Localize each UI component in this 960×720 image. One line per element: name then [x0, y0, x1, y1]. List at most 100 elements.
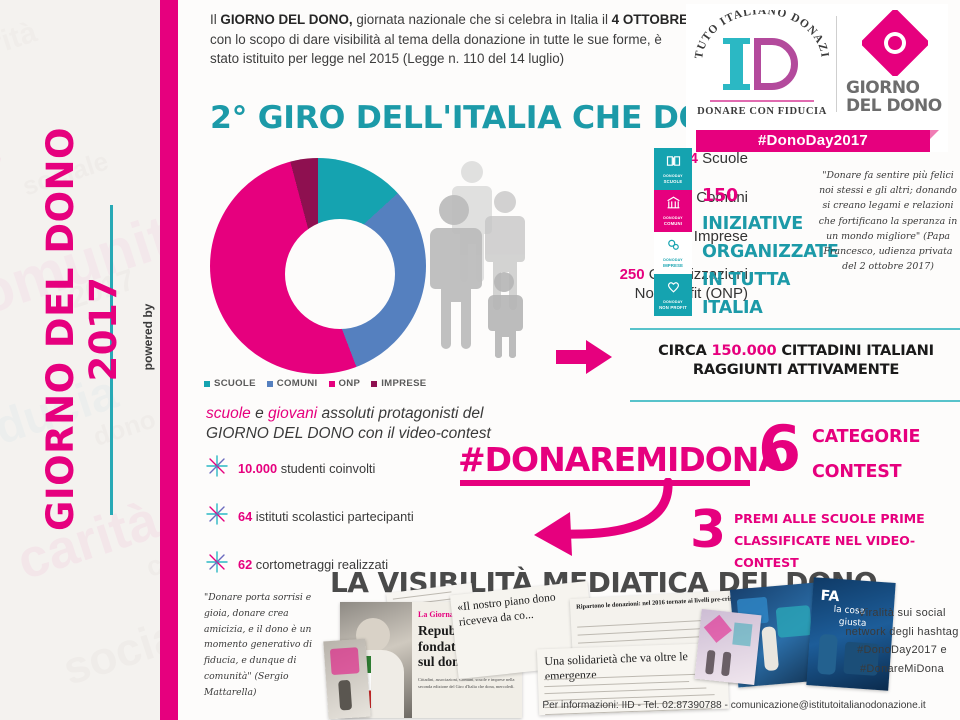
sg-e: e — [251, 405, 268, 422]
badge-label: COMUNI — [664, 221, 682, 226]
viral-text: Viralità sui social network degli hashta… — [842, 604, 960, 679]
pope-quote: "Donare fa sentire più felici noi stessi… — [818, 168, 958, 275]
circa-pre: CIRCA — [658, 342, 711, 359]
bullet-text: 64 istituti scolastici partecipanti — [238, 509, 414, 524]
badge-scuole: DONODAY SCUOLE — [654, 148, 692, 190]
left-sidebar: donocaritàcivilesocialecomunità2017fiduc… — [0, 0, 160, 720]
chart-legend: SCUOLE COMUNI ONP IMPRESE — [204, 378, 444, 389]
legend-item-imprese: IMPRESE — [371, 378, 426, 389]
legend-swatch — [204, 381, 210, 387]
legend-swatch — [371, 381, 377, 387]
bullet-label: istituti scolastici partecipanti — [252, 509, 413, 524]
legend-label: IMPRESE — [381, 378, 426, 389]
intro-text-a: Il — [210, 12, 220, 27]
iniziative-word: INIZIATIVE — [702, 214, 803, 234]
giorno-del-dono-logo: GIORNO DEL DONO — [846, 10, 946, 126]
newsprint-line — [544, 681, 689, 687]
circa-line-2: RAGGIUNTI ATTIVAMENTE — [632, 361, 960, 380]
badge-label: NON PROFIT — [659, 305, 687, 310]
badge-column: DONODAY SCUOLE DONODAY COMUNI DONODAY IMPRESE… — [654, 148, 692, 316]
badge-comuni: DONODAY COMUNI — [654, 190, 692, 232]
intro-paragraph: Il GIORNO DEL DONO, giornata nazionale c… — [210, 10, 690, 69]
iid-tagline: DONARE CON FIDUCIA — [692, 106, 832, 117]
iid-letter-d — [754, 38, 798, 90]
donut-ring — [210, 158, 426, 374]
sg-scuole: scuole — [206, 405, 251, 422]
logo-separator — [836, 16, 837, 112]
bullet-item: 64 istituti scolastici partecipanti — [206, 503, 536, 530]
circa-post: CITTADINI ITALIANI — [777, 342, 934, 359]
hashtag-banner: #DonoDay2017 — [696, 130, 930, 152]
iid-id-monogram — [728, 38, 798, 90]
newsprint-line — [577, 619, 718, 627]
intro-text-c: giornata nazionale che si celebra in Ita… — [353, 12, 612, 27]
gears-icon — [666, 238, 681, 256]
photo-event-small — [323, 639, 370, 720]
logo-block: ISTITUTO ITALIANO DONAZIONE DONARE CON F… — [686, 4, 948, 152]
photo-stage — [695, 609, 762, 685]
legend-label: COMUNI — [277, 378, 318, 389]
gdd-line-2: DEL DONO — [846, 98, 946, 116]
bullet-label: studenti coinvolti — [277, 461, 375, 476]
building-icon — [666, 196, 681, 214]
legend-swatch — [267, 381, 273, 387]
donut-hole — [285, 219, 395, 329]
premi-line-1: PREMI ALLE SCUOLE PRIME — [734, 508, 960, 530]
iid-letter-i — [730, 38, 743, 90]
hashtag-donaremidona: #DONAREMIDONA — [458, 440, 783, 479]
stat-onp-value: 250 — [620, 266, 645, 283]
gdd-wordmark: GIORNO DEL DONO — [846, 80, 946, 116]
footer-contact: Per informazioni: IID - Tel. 02.87390788… — [508, 700, 960, 711]
badge-label: SCUOLE — [664, 179, 683, 184]
asterisk-icon — [206, 455, 228, 482]
legend-item-scuole: SCUOLE — [204, 378, 256, 389]
circa-block: CIRCA 150.000 CITTADINI ITALIANI RAGGIUN… — [632, 342, 960, 380]
watermark-word: civile — [142, 532, 160, 584]
intro-text-bold-date: 4 OTTOBRE — [612, 12, 688, 27]
watermark-word: carità — [0, 15, 41, 72]
clipping-body: Cittadini, associazioni, Comuni, scuole … — [418, 677, 516, 690]
iid-logo-rule — [710, 100, 814, 102]
bullet-text: 10.000 studenti coinvolti — [238, 461, 375, 476]
heart-icon — [666, 280, 681, 298]
legend-item-onp: ONP — [329, 378, 361, 389]
asterisk-icon — [206, 551, 228, 578]
divider-bottom — [630, 400, 960, 402]
badge-imprese: DONODAY IMPRESE — [654, 232, 692, 274]
newsprint-line — [544, 673, 706, 680]
premi-labels: PREMI ALLE SCUOLE PRIME CLASSIFICATE NEL… — [734, 508, 960, 574]
book-icon — [666, 154, 681, 172]
donut-chart: SCUOLE COMUNI ONP IMPRESE — [188, 150, 438, 400]
powered-by-label: powered by — [141, 252, 155, 422]
watermark-word: civile — [0, 119, 9, 216]
bullet-number: 64 — [238, 509, 252, 524]
sidebar-title: GIORNO DEL DONO 2017 — [39, 119, 125, 539]
sg-rest: assoluti protagonisti del — [317, 405, 483, 422]
legend-item-comuni: COMUNI — [267, 378, 318, 389]
circa-number: 150.000 — [711, 342, 776, 359]
legend-label: ONP — [339, 378, 361, 389]
bullet-number: 10.000 — [238, 461, 277, 476]
contest-label: CONTEST — [812, 455, 960, 490]
page-title: 2° GIRO DELL'ITALIA CHE DONA — [210, 100, 755, 136]
intro-text-bold-gdd: GIORNO DEL DONO, — [220, 12, 352, 27]
tv-text-1: FA — [820, 588, 840, 605]
categorie-number: 6 — [758, 418, 806, 480]
badge-label: IMPRESE — [663, 263, 683, 268]
iid-logo: ISTITUTO ITALIANO DONAZIONE DONARE CON F… — [692, 8, 832, 118]
arrow-right-icon — [556, 340, 612, 374]
legend-swatch — [329, 381, 335, 387]
premi-number: 3 — [690, 504, 734, 556]
stat-scuole: 64 Scuole — [518, 150, 748, 169]
diamond-icon — [862, 10, 928, 76]
circa-line-1: CIRCA 150.000 CITTADINI ITALIANI — [632, 342, 960, 361]
curved-arrow-icon — [508, 478, 688, 558]
scuole-giovani-text: scuole e giovani assoluti protagonisti d… — [206, 404, 506, 445]
main-content: Il GIORNO DEL DONO, giornata nazionale c… — [178, 0, 960, 720]
stat-scuole-label: Scuole — [698, 150, 748, 167]
newsprint-line — [393, 591, 452, 599]
bullet-number: 62 — [238, 557, 252, 572]
newsprint-line — [544, 687, 706, 694]
divider-top — [630, 328, 960, 330]
iniziative-number: 150 — [702, 186, 738, 206]
